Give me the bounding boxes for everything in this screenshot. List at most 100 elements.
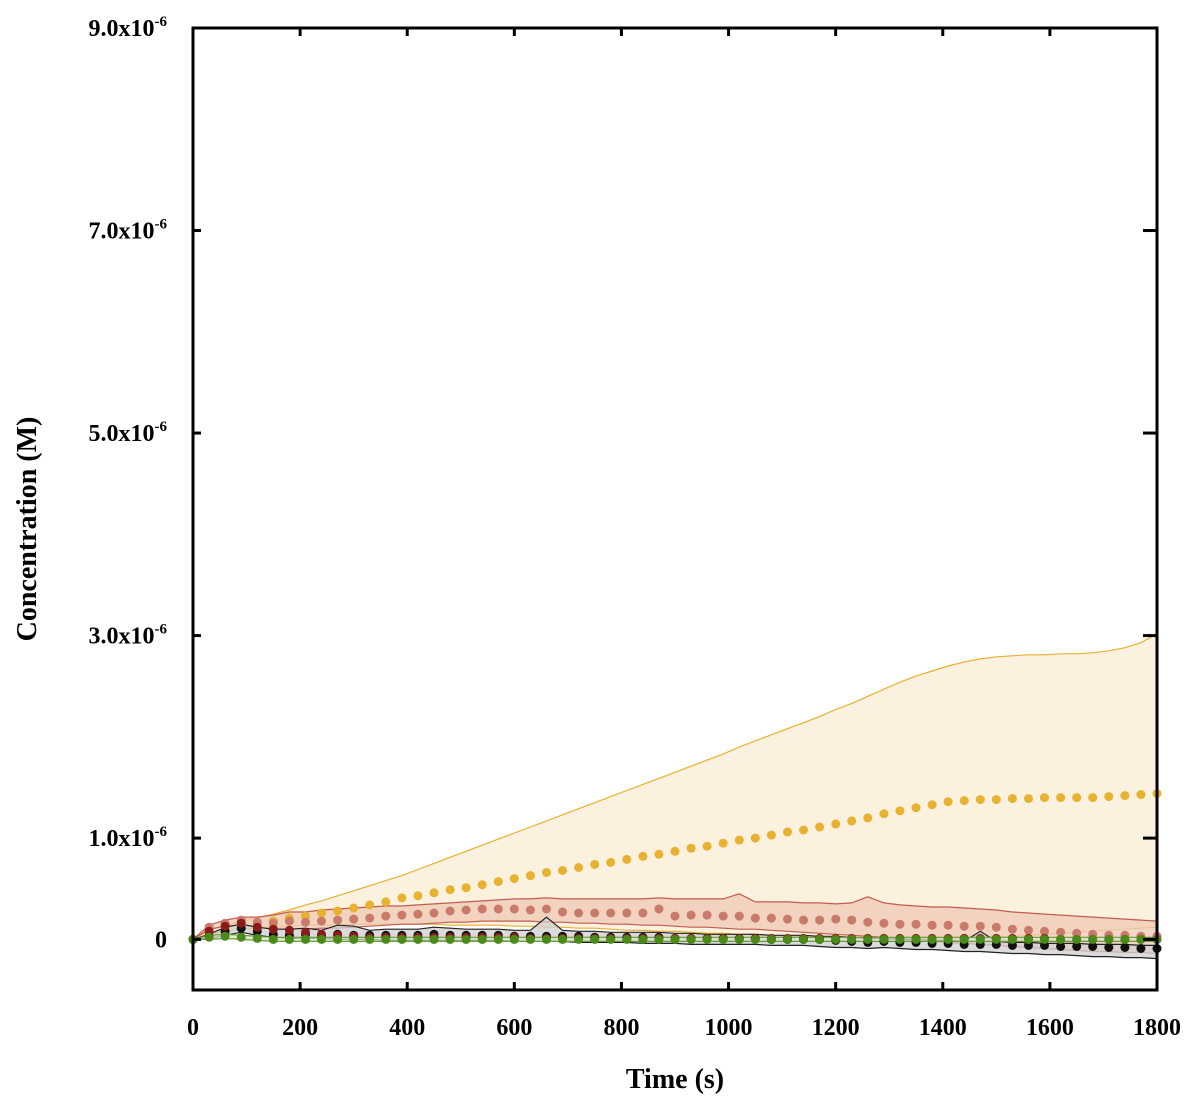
point-s4-49 [975,934,985,944]
x-tick-label: 1200 [812,1015,860,1041]
point-s0-49 [975,795,985,805]
point-s1-32 [702,910,712,920]
x-tick-label: 600 [496,1015,532,1041]
point-s4-20 [509,934,519,944]
x-tick-label: 400 [389,1015,425,1041]
y-tick-label: 9.0x10-6 [89,14,168,42]
point-s4-13 [397,934,407,944]
point-s4-33 [718,934,728,944]
y-axis-ticks: 0 1.0x10-6 3.0x10-6 5.0x10-6 7.0x10-6 9.0x10-… [89,14,1157,953]
point-s0-51 [1007,794,1017,804]
point-s1-25 [590,908,600,918]
point-s0-17 [461,883,471,893]
point-s4-4 [252,933,262,943]
point-s1-36 [766,913,776,923]
point-s0-37 [783,827,792,837]
band-fill-0 [193,633,1157,940]
point-s0-8 [317,908,326,918]
point-s0-13 [397,893,407,903]
point-s0-25 [590,859,600,869]
point-s0-12 [381,897,391,907]
point-s4-40 [831,934,841,944]
point-s4-53 [1040,934,1049,944]
point-s1-47 [943,920,953,930]
point-s4-5 [268,934,278,944]
point-s4-19 [493,934,503,944]
point-s4-35 [750,934,760,944]
point-s1-17 [461,905,471,915]
point-s4-34 [734,934,744,944]
point-s0-19 [493,877,503,887]
point-s0-45 [911,803,921,813]
point-s0-29 [654,849,664,859]
point-s4-46 [927,934,937,944]
point-s0-56 [1088,793,1098,803]
point-s4-42 [863,934,873,944]
band-upper-edge-0 [192,633,1158,940]
x-tick-label: 800 [603,1015,639,1041]
x-tick-label: 1400 [919,1015,967,1041]
point-s0-34 [734,835,744,845]
point-s0-28 [638,851,648,861]
point-s1-51 [1007,924,1017,934]
y-tick-label: 7.0x10-6 [89,217,168,245]
point-s4-23 [558,934,567,944]
point-s1-28 [638,908,648,918]
point-s0-53 [1040,793,1049,803]
point-s1-48 [959,921,969,931]
point-s1-31 [686,910,696,920]
point-s1-42 [863,917,873,927]
point-s3-4 [252,922,262,932]
point-s0-38 [799,825,808,835]
point-s4-1 [204,932,214,942]
point-s0-43 [879,809,889,819]
point-s4-57 [1104,934,1114,944]
point-s0-10 [349,903,359,913]
point-s0-54 [1056,793,1066,803]
point-s0-50 [991,795,1001,805]
point-s3-2 [220,921,230,931]
point-s4-10 [349,934,359,944]
point-s4-12 [381,934,391,944]
point-s4-38 [799,934,808,944]
point-s1-34 [734,911,744,921]
point-s4-14 [413,934,423,944]
point-s0-30 [670,846,680,856]
y-tick-label: 5.0x10-6 [89,419,168,447]
y-axis-title: Concentration (M) [12,417,43,642]
point-s0-23 [558,866,567,875]
point-s1-44 [895,919,905,929]
point-s2-55 [1072,942,1082,951]
point-s4-7 [301,934,310,944]
point-s1-49 [975,921,985,931]
point-s1-23 [558,907,567,917]
point-s4-45 [911,934,921,944]
point-s1-39 [815,915,825,925]
point-s0-33 [718,838,728,848]
point-s1-43 [879,918,889,928]
point-s1-12 [381,911,391,921]
point-s1-53 [1040,926,1049,936]
point-s0-48 [959,796,969,806]
y-tick-label: 1.0x10-6 [89,824,168,852]
x-tick-label: 0 [187,1015,199,1041]
point-s4-30 [670,934,680,944]
point-s4-29 [654,934,664,944]
point-s0-9 [333,906,343,916]
point-s4-31 [686,934,696,944]
point-s0-35 [750,833,760,843]
point-s1-54 [1056,927,1066,937]
point-s2-58 [1120,943,1130,952]
point-s4-6 [284,934,294,944]
point-s4-44 [895,934,905,944]
point-s4-36 [766,934,776,944]
point-s4-27 [622,934,632,944]
point-s4-59 [1136,934,1146,944]
point-s1-52 [1024,925,1033,935]
point-s4-50 [991,934,1001,944]
x-tick-label: 200 [282,1015,318,1041]
point-s1-30 [670,911,680,921]
point-s0-11 [365,900,375,910]
point-s1-13 [397,910,407,920]
